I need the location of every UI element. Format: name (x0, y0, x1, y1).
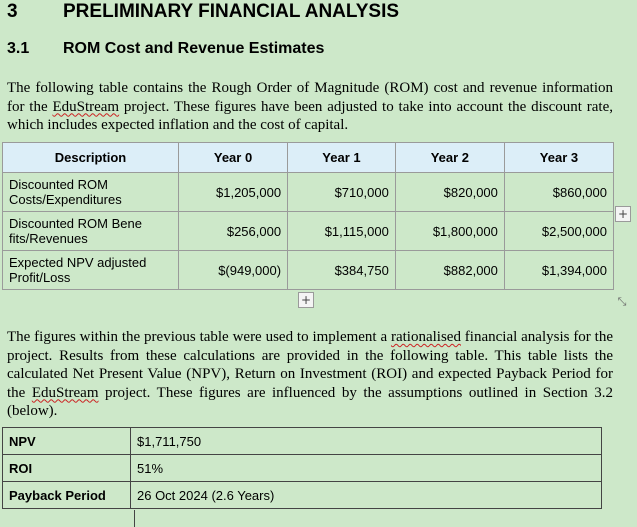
table-cell[interactable]: $820,000 (394, 172, 505, 212)
column-header-year0[interactable]: Year 0 (177, 142, 289, 173)
column-divider (134, 510, 135, 527)
table-row: NPV $1,711,750 (2, 427, 602, 455)
metric-label-npv[interactable]: NPV (2, 427, 131, 455)
table-cell[interactable]: $2,500,000 (503, 211, 615, 251)
project-name-spellcheck[interactable]: EduStream (52, 98, 120, 115)
table-row: Expected NPV adjusted Profit/Loss $(949,… (2, 250, 615, 290)
metrics-table[interactable]: NPV $1,711,750 ROI 51% Payback Period 26… (2, 427, 602, 509)
section-heading: 3 PRELIMINARY FINANCIAL ANALYSIS (7, 1, 399, 23)
section-number: 3 (7, 1, 18, 22)
metric-value-payback[interactable]: 26 Oct 2024 (2.6 Years) (130, 481, 602, 509)
metric-label-payback[interactable]: Payback Period (2, 481, 131, 509)
row-label-npv-profit[interactable]: Expected NPV adjusted Profit/Loss (2, 250, 179, 290)
subsection-title: ROM Cost and Revenue Estimates (63, 40, 325, 57)
column-header-year3[interactable]: Year 3 (503, 142, 615, 173)
intro-paragraph: The following table contains the Rough O… (7, 79, 613, 135)
metric-value-npv[interactable]: $1,711,750 (130, 427, 602, 455)
rom-table[interactable]: Description Year 0 Year 1 Year 2 Year 3 … (2, 142, 615, 290)
table-cell[interactable]: $882,000 (394, 250, 505, 290)
table-row: ROI 51% (2, 454, 602, 482)
add-column-icon[interactable]: + (615, 206, 631, 222)
row-label-costs[interactable]: Discounted ROM Costs/Expenditures (2, 172, 179, 212)
table-cell[interactable]: $1,205,000 (177, 172, 289, 212)
intro-text-2: project. These figures have been adjuste… (7, 98, 613, 134)
metric-label-roi[interactable]: ROI (2, 454, 131, 482)
table-row: Discounted ROM Costs/Expenditures $1,205… (2, 172, 615, 212)
table-cell[interactable]: $860,000 (503, 172, 615, 212)
table-resize-icon[interactable]: ⤡ (617, 295, 627, 308)
spellcheck-word-rationalised[interactable]: rationalised (390, 329, 461, 345)
subsection-number: 3.1 (7, 40, 30, 57)
analysis-text-3: project. These figures are influenced by… (7, 384, 613, 420)
add-row-icon[interactable]: + (298, 292, 314, 308)
subsection-heading: 3.1 ROM Cost and Revenue Estimates (7, 40, 324, 58)
table-cell[interactable]: $256,000 (177, 211, 289, 251)
analysis-paragraph: The figures within the previous table we… (7, 328, 613, 421)
table-cell[interactable]: $710,000 (287, 172, 396, 212)
column-header-year2[interactable]: Year 2 (394, 142, 505, 173)
table-cell[interactable]: $1,115,000 (287, 211, 396, 251)
table-cell[interactable]: $1,394,000 (503, 250, 615, 290)
rom-table-header-row: Description Year 0 Year 1 Year 2 Year 3 (2, 142, 615, 173)
row-label-benefits[interactable]: Discounted ROM Bene fits/Revenues (2, 211, 179, 251)
column-header-description[interactable]: Description (2, 142, 179, 173)
metric-value-roi[interactable]: 51% (130, 454, 602, 482)
analysis-text-1: The figures within the previous table we… (7, 329, 391, 345)
project-name-spellcheck[interactable]: EduStream (31, 384, 99, 401)
section-title: PRELIMINARY FINANCIAL ANALYSIS (63, 1, 400, 22)
table-cell[interactable]: $384,750 (287, 250, 396, 290)
column-header-year1[interactable]: Year 1 (287, 142, 396, 173)
table-cell[interactable]: $1,800,000 (394, 211, 505, 251)
table-cell[interactable]: $(949,000) (177, 250, 289, 290)
table-row: Payback Period 26 Oct 2024 (2.6 Years) (2, 481, 602, 509)
table-row: Discounted ROM Bene fits/Revenues $256,0… (2, 211, 615, 251)
intro-text-1: The following table contains the Rough O… (7, 80, 613, 115)
analysis-text-2: financial analysis for the project. Resu… (7, 329, 613, 401)
